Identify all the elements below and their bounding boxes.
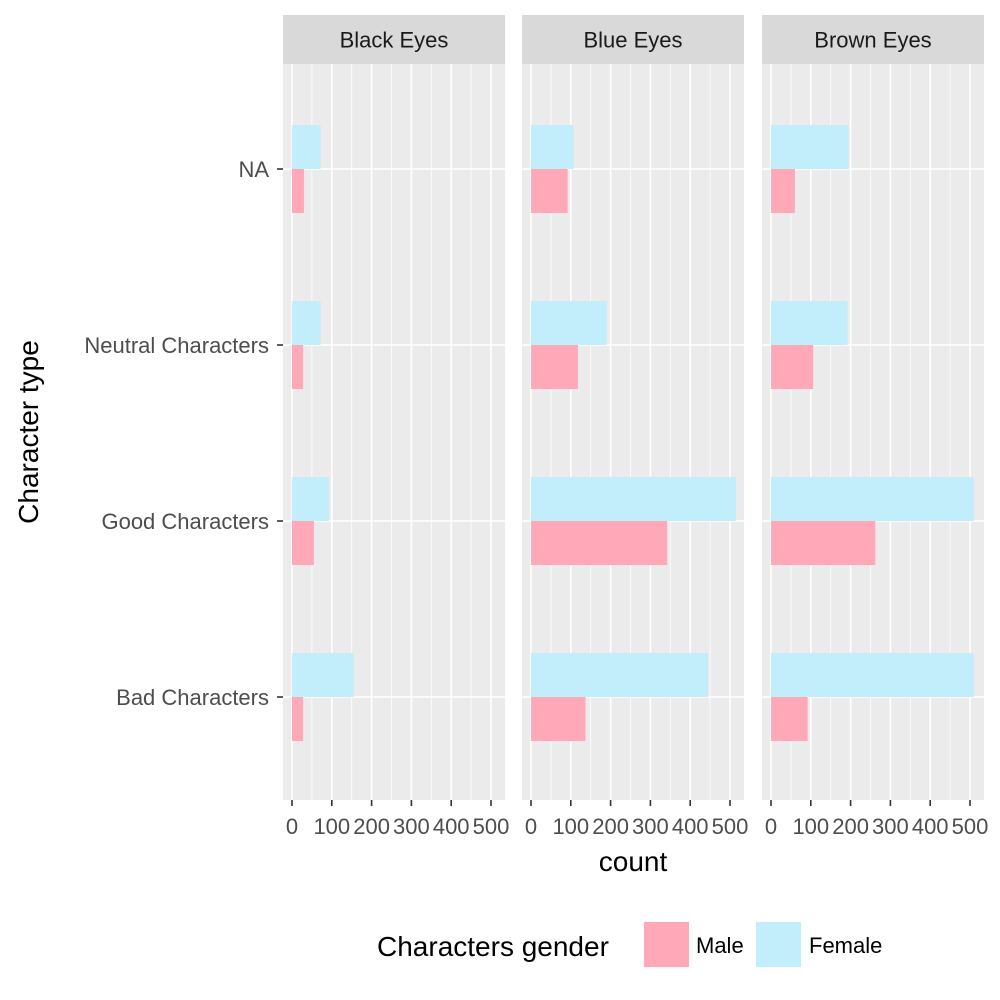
x-tick-label: 400 bbox=[672, 814, 709, 839]
legend-label-male: Male bbox=[696, 933, 744, 958]
y-axis: NA Neutral Characters Good Characters Bad C… bbox=[84, 157, 283, 710]
bar-female-good-characters bbox=[771, 477, 974, 521]
facet-panel-brown-eyes: Brown Eyes 0 100 200 300 400 500 bbox=[762, 15, 988, 839]
bar-male-bad-characters bbox=[531, 697, 586, 741]
bar-male-na bbox=[771, 169, 795, 213]
bar-male-neutral-characters bbox=[531, 345, 578, 389]
x-tick-label: 400 bbox=[433, 814, 470, 839]
y-tick-label: Bad Characters bbox=[116, 685, 269, 710]
bar-male-na bbox=[531, 169, 568, 213]
legend-label-female: Female bbox=[809, 933, 882, 958]
bar-female-good-characters bbox=[292, 477, 330, 521]
facet-panel-blue-eyes: Blue Eyes 0 100 200 300 400 500 bbox=[522, 15, 748, 839]
x-tick-label: 300 bbox=[393, 814, 430, 839]
bar-male-bad-characters bbox=[292, 697, 304, 741]
x-tick-label: 500 bbox=[712, 814, 749, 839]
x-tick-label: 300 bbox=[872, 814, 909, 839]
x-tick-label: 0 bbox=[286, 814, 298, 839]
x-tick-label: 0 bbox=[765, 814, 777, 839]
bar-female-na bbox=[771, 125, 849, 169]
bar-male-good-characters bbox=[531, 521, 668, 565]
bar-male-bad-characters bbox=[771, 697, 808, 741]
bar-female-neutral-characters bbox=[771, 301, 848, 345]
facet-strip bbox=[522, 15, 744, 64]
facet-strip bbox=[283, 15, 505, 64]
bar-male-good-characters bbox=[771, 521, 876, 565]
x-tick-label: 100 bbox=[552, 814, 589, 839]
bar-female-good-characters bbox=[531, 477, 736, 521]
x-tick-label: 300 bbox=[632, 814, 669, 839]
facet-label: Brown Eyes bbox=[814, 28, 931, 53]
x-tick-label: 500 bbox=[952, 814, 989, 839]
bar-male-neutral-characters bbox=[292, 345, 304, 389]
x-tick-label: 200 bbox=[592, 814, 629, 839]
facet-strip bbox=[762, 15, 984, 64]
facet-label: Black Eyes bbox=[340, 28, 449, 53]
bar-female-bad-characters bbox=[531, 653, 709, 697]
bar-female-bad-characters bbox=[771, 653, 974, 697]
bar-male-na bbox=[292, 169, 304, 213]
legend-key-female bbox=[756, 922, 801, 967]
legend-key-male bbox=[644, 922, 689, 967]
x-tick-label: 500 bbox=[473, 814, 510, 839]
y-tick-label: NA bbox=[238, 157, 269, 182]
bar-male-neutral-characters bbox=[771, 345, 814, 389]
legend-title: Characters gender bbox=[377, 931, 609, 962]
bar-male-good-characters bbox=[292, 521, 314, 565]
y-tick-label: Good Characters bbox=[101, 509, 269, 534]
bar-female-na bbox=[292, 125, 321, 169]
facet-label: Blue Eyes bbox=[583, 28, 682, 53]
y-tick-label: Neutral Characters bbox=[84, 333, 269, 358]
facet-panel-black-eyes: Black Eyes 0 100 200 300 400 500 bbox=[283, 15, 509, 839]
bar-female-bad-characters bbox=[292, 653, 354, 697]
x-tick-label: 200 bbox=[353, 814, 390, 839]
x-tick-label: 200 bbox=[832, 814, 869, 839]
x-tick-label: 400 bbox=[912, 814, 949, 839]
legend: Characters gender Male Female bbox=[377, 922, 882, 967]
x-tick-label: 0 bbox=[525, 814, 537, 839]
bar-female-na bbox=[531, 125, 574, 169]
bar-female-neutral-characters bbox=[531, 301, 607, 345]
x-tick-label: 100 bbox=[792, 814, 829, 839]
x-tick-label: 100 bbox=[313, 814, 350, 839]
x-axis-title: count bbox=[599, 846, 668, 877]
y-axis-title: Character type bbox=[13, 340, 44, 524]
bar-female-neutral-characters bbox=[292, 301, 321, 345]
